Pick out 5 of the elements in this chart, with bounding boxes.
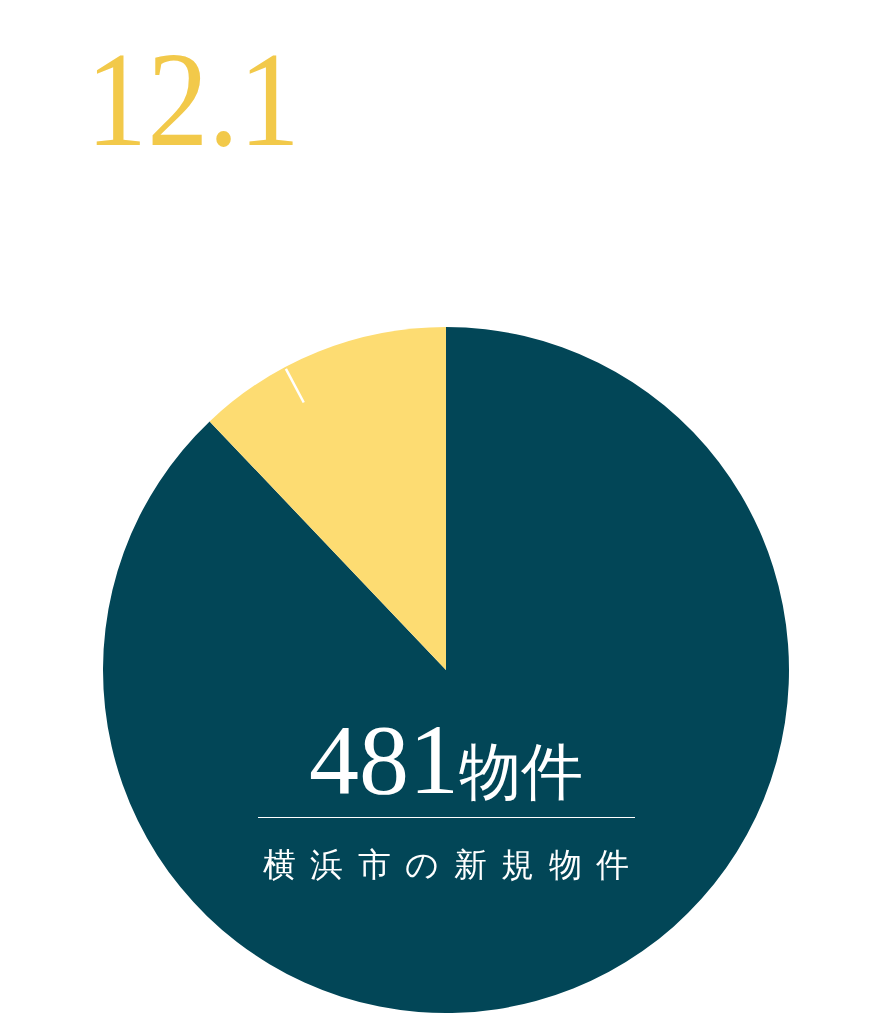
chart-title: 12.1 (86, 24, 324, 174)
pie-slice (209, 327, 446, 670)
text: 481物件 (309, 704, 583, 815)
text: 横浜市の新規物件 (262, 847, 644, 883)
pie-slice (103, 327, 789, 1013)
